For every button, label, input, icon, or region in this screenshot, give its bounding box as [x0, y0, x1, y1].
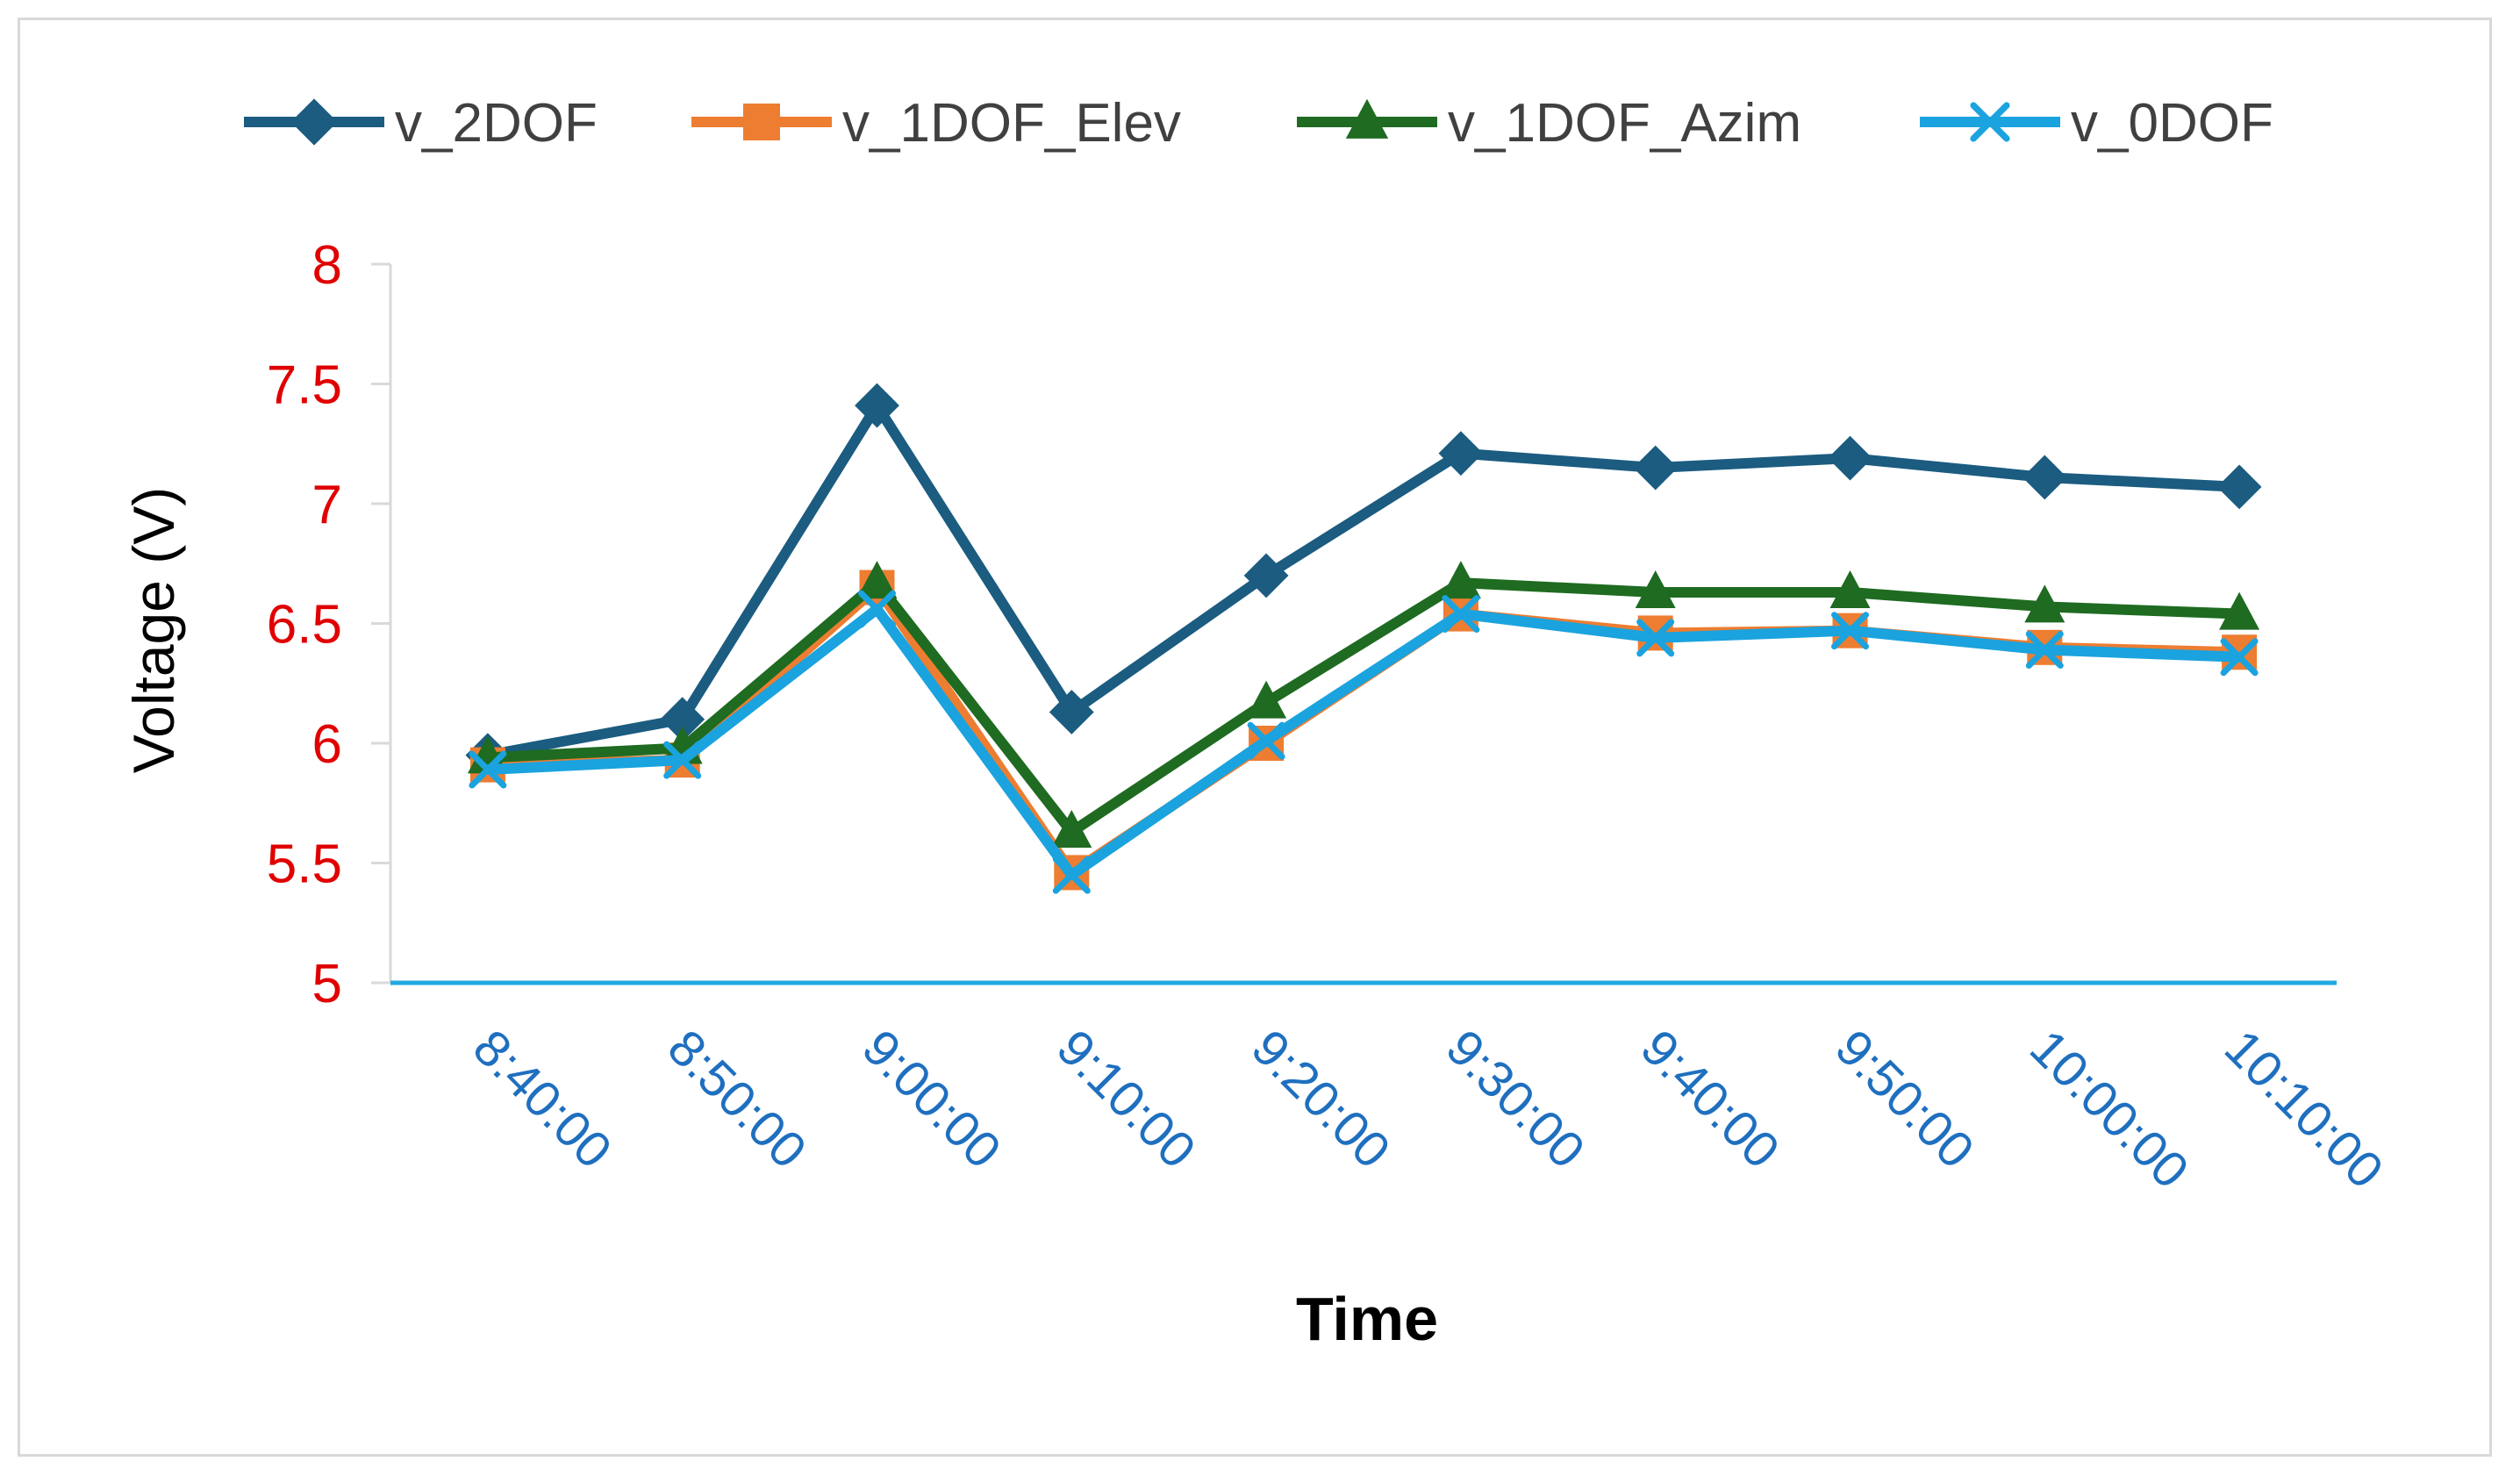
data-point [2025, 631, 2064, 670]
legend-label: v_1DOF_Elev [842, 93, 1181, 154]
legend-entry: v_2DOF [244, 93, 598, 154]
legend-entry: v_1DOF_Elev [691, 93, 1181, 154]
data-point [2216, 464, 2262, 510]
data-point [2219, 591, 2260, 630]
data-point [1243, 553, 1289, 598]
x-axis-label: Time [1296, 1285, 1438, 1353]
legend-swatch-marker [1970, 102, 2010, 142]
legend-label: v_0DOF [2071, 93, 2273, 154]
legend: v_2DOF v_1DOF_Elev v_1DOF_Azim v_0DOF [244, 93, 2273, 154]
data-point [1442, 595, 1480, 634]
series-v_1DOF_Azim [467, 561, 2260, 849]
y-tick-label: 7 [312, 475, 342, 535]
data-point [1831, 612, 1869, 650]
legend-label: v_1DOF_Azim [1448, 93, 1801, 154]
x-axis: 8:40:00 8:50:00 9:00:00 9:10:00 9:20:00 9:30:… [390, 980, 2395, 1200]
y-tick-label: 7.5 [267, 355, 342, 416]
data-point [1052, 856, 1091, 894]
series-v_0DOF [469, 590, 2259, 894]
chart-frame: v_2DOF v_1DOF_Elev v_1DOF_Azim v_0DOF 5 5.5 6… [18, 18, 2492, 1457]
legend-swatch-marker [1345, 98, 1389, 139]
y-tick-label: 8 [312, 235, 342, 296]
data-point [1636, 619, 1675, 657]
x-tick-label: 8:40:00 [462, 1019, 623, 1179]
y-tick-label: 5 [312, 954, 342, 1014]
data-point [469, 750, 507, 789]
x-tick-label: 9:50:00 [1824, 1019, 1985, 1179]
data-point [1051, 810, 1092, 849]
x-tick-label: 10:10:00 [2214, 1019, 2395, 1200]
y-axis-label: Voltage (V) [121, 487, 186, 774]
series-line [487, 604, 2240, 881]
data-point [1828, 435, 1872, 481]
data-point [663, 741, 702, 779]
legend-swatch-marker [743, 104, 780, 140]
legend-swatch-marker [290, 98, 338, 146]
data-point [1049, 690, 1094, 734]
data-point [1829, 570, 1871, 609]
series-line [487, 577, 2240, 838]
series-layer [465, 383, 2262, 894]
legend-entry: v_1DOF_Azim [1297, 93, 1801, 154]
data-point [1633, 445, 1679, 491]
data-point [1247, 721, 1285, 760]
data-point [1246, 680, 1287, 719]
data-point [2024, 584, 2065, 623]
series-line [487, 582, 2240, 878]
y-tick-label: 6.5 [267, 595, 342, 656]
x-tick-label: 9:30:00 [1435, 1019, 1596, 1179]
data-point [855, 383, 899, 428]
legend-entry: v_0DOF [1920, 93, 2273, 154]
x-tick-label: 8:50:00 [657, 1019, 818, 1179]
data-point [1440, 561, 1481, 599]
data-point [856, 561, 898, 599]
y-axis: 5 5.5 6 6.5 7 7.5 8 [267, 235, 392, 1014]
y-tick-label: 6 [312, 714, 342, 775]
series-line [486, 400, 2240, 761]
data-point [2022, 455, 2067, 500]
x-tick-label: 10:00:00 [2019, 1019, 2200, 1200]
line-chart: v_2DOF v_1DOF_Elev v_1DOF_Azim v_0DOF 5 5.5 6… [121, 93, 2395, 1353]
series-v_1DOF_Elev [469, 570, 2258, 891]
data-point [1438, 431, 1484, 476]
legend-label: v_2DOF [395, 93, 598, 154]
data-point [1635, 570, 1676, 609]
data-point [858, 590, 896, 628]
x-tick-label: 9:20:00 [1241, 1019, 1401, 1179]
x-tick-label: 9:00:00 [851, 1019, 1012, 1179]
x-tick-label: 9:40:00 [1630, 1019, 1791, 1179]
x-tick-label: 9:10:00 [1046, 1019, 1206, 1179]
data-point [2220, 638, 2259, 677]
series-v_2DOF [465, 383, 2262, 778]
y-tick-label: 5.5 [267, 835, 342, 895]
